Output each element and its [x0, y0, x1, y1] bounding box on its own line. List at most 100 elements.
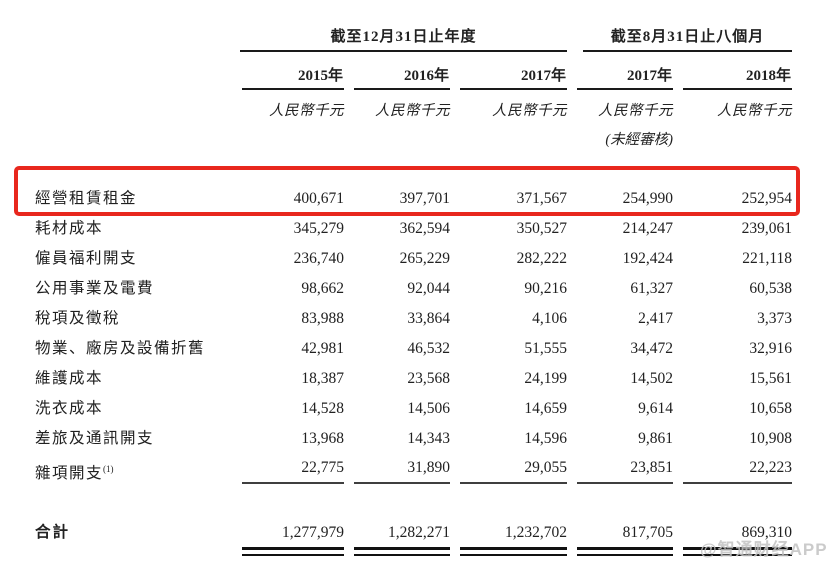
cell-value: 29,055 [460, 454, 567, 484]
cell-value: 236,740 [293, 250, 344, 267]
cell-value: 83,988 [301, 310, 344, 327]
total-value: 1,282,271 [388, 524, 450, 541]
cell-value: 60,538 [749, 280, 792, 297]
total-value: 869,310 [741, 524, 792, 541]
cell-value: 14,343 [407, 430, 450, 447]
unit-label: 人民幣千元 [492, 103, 567, 119]
cell-value: 14,528 [301, 400, 344, 417]
year-header-2017-8m: 2017年 [577, 52, 673, 90]
cell-value: 14,506 [407, 400, 450, 417]
cell-value: 42,981 [301, 340, 344, 357]
cell-value: 362,594 [399, 220, 450, 237]
cell-value: 18,387 [301, 370, 344, 387]
empty-cell [35, 120, 232, 149]
cell-value: 51,555 [524, 340, 567, 357]
cell-value: 350,527 [516, 220, 567, 237]
cell-value: 22,775 [242, 454, 344, 484]
footnote-marker: (1) [103, 464, 114, 474]
cell-value: 92,044 [407, 280, 450, 297]
year-header-2017: 2017年 [460, 52, 567, 90]
unit-label: 人民幣千元 [269, 103, 344, 119]
cell-value: 31,890 [354, 454, 450, 484]
cell-value: 4,106 [532, 310, 567, 327]
row-label: 僱員福利開支 [35, 250, 138, 267]
empty-cell [35, 90, 232, 120]
cell-value: 282,222 [516, 250, 567, 267]
group-header-eight-months: 截至8月31日止八個月 [583, 25, 792, 52]
cell-value: 10,908 [749, 430, 792, 447]
empty-cell [232, 120, 344, 149]
cell-value: 98,662 [301, 280, 344, 297]
cell-value: 9,614 [638, 400, 673, 417]
cell-value: 33,864 [407, 310, 450, 327]
row-label: 經營租賃租金 [35, 190, 138, 207]
cell-value: 397,701 [399, 190, 450, 207]
double-rule [683, 547, 792, 556]
row-label: 洗衣成本 [35, 400, 104, 417]
cell-value: 23,568 [407, 370, 450, 387]
row-label: 耗材成本 [35, 220, 104, 237]
spacer [35, 149, 792, 184]
year-header-2016: 2016年 [354, 52, 450, 90]
cell-value: 90,216 [524, 280, 567, 297]
cell-value: 14,502 [630, 370, 673, 387]
empty-cell [35, 52, 232, 90]
cell-value: 221,118 [742, 250, 792, 267]
expense-table: 截至12月31日止年度 截至8月31日止八個月 2015年 2016年 2017… [35, 25, 792, 556]
cell-value: 32,916 [749, 340, 792, 357]
empty-cell [450, 120, 567, 149]
cell-value: 24,199 [524, 370, 567, 387]
cell-value: 214,247 [622, 220, 673, 237]
cell-value: 14,596 [524, 430, 567, 447]
cell-value: 252,954 [741, 190, 792, 207]
total-value: 817,705 [622, 524, 673, 541]
cell-value: 46,532 [407, 340, 450, 357]
unit-label: 人民幣千元 [717, 103, 792, 119]
cell-value: 345,279 [293, 220, 344, 237]
row-label: 雜項開支(1) [35, 454, 232, 484]
cell-value: 254,990 [622, 190, 673, 207]
row-label-text: 雜項開支 [35, 465, 104, 483]
group-header-annual: 截至12月31日止年度 [240, 25, 567, 52]
row-label: 物業、廠房及設備折舊 [35, 340, 206, 357]
cell-value: 2,417 [638, 310, 673, 327]
watermark-text: @智通财经APP [700, 540, 828, 559]
cell-value: 34,472 [630, 340, 673, 357]
cell-value: 3,373 [757, 310, 792, 327]
year-header-2018-8m: 2018年 [683, 52, 792, 90]
double-rule [460, 547, 567, 556]
row-label: 差旅及通訊開支 [35, 430, 155, 447]
cell-value: 10,658 [749, 400, 792, 417]
total-value: 1,277,979 [282, 524, 344, 541]
unit-label: 人民幣千元 [375, 103, 450, 119]
cell-value: 61,327 [630, 280, 673, 297]
unit-label: 人民幣千元 [598, 103, 673, 119]
cell-value: 265,229 [399, 250, 450, 267]
cell-value: 371,567 [516, 190, 567, 207]
row-label: 稅項及徵稅 [35, 310, 121, 327]
corner-cell [35, 25, 232, 52]
empty-cell [344, 120, 450, 149]
cell-value: 13,968 [301, 430, 344, 447]
cell-value: 15,561 [749, 370, 792, 387]
cell-value: 23,851 [577, 454, 673, 484]
cell-value: 192,424 [622, 250, 673, 267]
year-header-2015: 2015年 [242, 52, 344, 90]
empty-cell [35, 544, 232, 556]
double-rule [242, 547, 344, 556]
row-label: 維護成本 [35, 370, 104, 387]
cell-value: 9,861 [638, 430, 673, 447]
cell-value: 239,061 [741, 220, 792, 237]
empty-cell [673, 120, 792, 149]
cell-value: 400,671 [293, 190, 344, 207]
total-label: 合計 [35, 524, 71, 541]
total-value: 1,232,702 [505, 524, 567, 541]
spacer [35, 484, 792, 502]
row-label: 公用事業及電費 [35, 280, 155, 297]
double-rule [577, 547, 673, 556]
double-rule [354, 547, 450, 556]
unaudited-note: (未經審核) [605, 132, 673, 148]
cell-value: 14,659 [524, 400, 567, 417]
cell-value: 22,223 [683, 454, 792, 484]
